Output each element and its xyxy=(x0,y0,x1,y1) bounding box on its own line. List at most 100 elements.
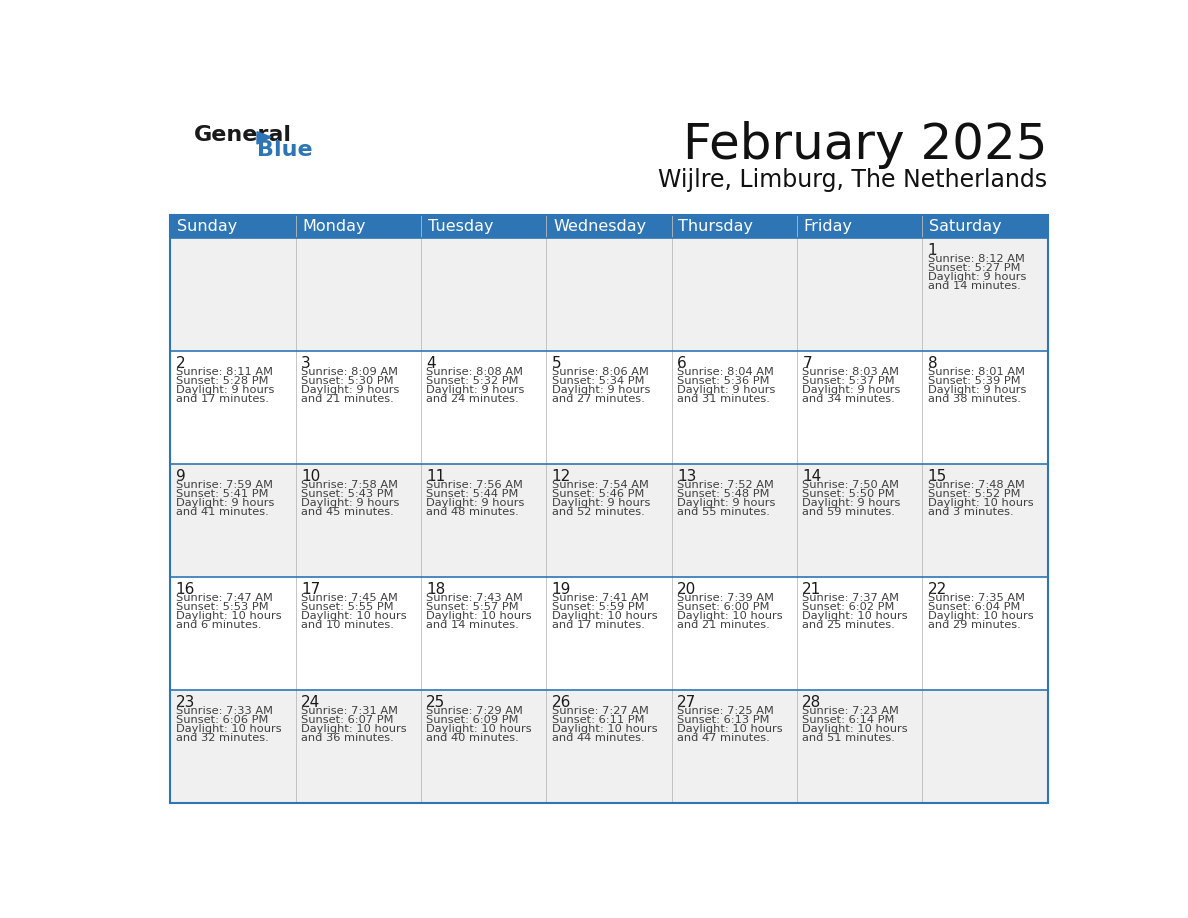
Text: 16: 16 xyxy=(176,582,195,597)
Text: Wednesday: Wednesday xyxy=(554,218,646,234)
Text: and 10 minutes.: and 10 minutes. xyxy=(301,620,394,630)
Text: 20: 20 xyxy=(677,582,696,597)
Text: Friday: Friday xyxy=(804,218,853,234)
Text: Sunset: 5:50 PM: Sunset: 5:50 PM xyxy=(802,489,895,499)
Text: 19: 19 xyxy=(551,582,571,597)
Text: Saturday: Saturday xyxy=(929,218,1001,234)
Bar xyxy=(170,577,1048,690)
Text: Sunset: 5:32 PM: Sunset: 5:32 PM xyxy=(426,376,519,386)
Text: 7: 7 xyxy=(802,355,811,371)
Text: and 14 minutes.: and 14 minutes. xyxy=(426,620,519,630)
Text: 24: 24 xyxy=(301,695,321,710)
Text: Sunset: 6:04 PM: Sunset: 6:04 PM xyxy=(928,602,1020,612)
Text: Sunrise: 8:11 AM: Sunrise: 8:11 AM xyxy=(176,367,272,377)
Text: Daylight: 9 hours: Daylight: 9 hours xyxy=(301,385,399,395)
Text: and 21 minutes.: and 21 minutes. xyxy=(677,620,770,630)
Text: Tuesday: Tuesday xyxy=(428,218,493,234)
Text: Sunset: 5:46 PM: Sunset: 5:46 PM xyxy=(551,489,644,499)
Text: Daylight: 10 hours: Daylight: 10 hours xyxy=(677,724,783,734)
Text: 9: 9 xyxy=(176,469,185,484)
Text: 5: 5 xyxy=(551,355,561,371)
Text: 12: 12 xyxy=(551,469,571,484)
Text: Sunrise: 7:48 AM: Sunrise: 7:48 AM xyxy=(928,480,1024,490)
Text: and 45 minutes.: and 45 minutes. xyxy=(301,507,393,517)
Text: Sunset: 6:02 PM: Sunset: 6:02 PM xyxy=(802,602,895,612)
Bar xyxy=(170,690,1048,803)
Text: Sunset: 5:52 PM: Sunset: 5:52 PM xyxy=(928,489,1020,499)
Text: and 14 minutes.: and 14 minutes. xyxy=(928,281,1020,291)
Text: Sunrise: 7:33 AM: Sunrise: 7:33 AM xyxy=(176,706,272,716)
Text: 8: 8 xyxy=(928,355,937,371)
Text: and 44 minutes.: and 44 minutes. xyxy=(551,733,644,743)
Text: 18: 18 xyxy=(426,582,446,597)
Text: Wijlre, Limburg, The Netherlands: Wijlre, Limburg, The Netherlands xyxy=(658,168,1048,192)
Text: Sunset: 5:37 PM: Sunset: 5:37 PM xyxy=(802,376,895,386)
Text: Daylight: 10 hours: Daylight: 10 hours xyxy=(802,724,908,734)
Text: Sunset: 5:36 PM: Sunset: 5:36 PM xyxy=(677,376,770,386)
Text: Sunset: 6:14 PM: Sunset: 6:14 PM xyxy=(802,715,895,725)
Text: and 48 minutes.: and 48 minutes. xyxy=(426,507,519,517)
Bar xyxy=(170,351,1048,465)
Text: Daylight: 9 hours: Daylight: 9 hours xyxy=(928,385,1026,395)
Text: Daylight: 10 hours: Daylight: 10 hours xyxy=(928,498,1034,508)
Text: 6: 6 xyxy=(677,355,687,371)
Text: Sunrise: 7:23 AM: Sunrise: 7:23 AM xyxy=(802,706,899,716)
Text: Sunset: 5:59 PM: Sunset: 5:59 PM xyxy=(551,602,644,612)
Text: and 17 minutes.: and 17 minutes. xyxy=(176,394,268,404)
Text: Sunset: 5:41 PM: Sunset: 5:41 PM xyxy=(176,489,268,499)
Bar xyxy=(421,215,546,238)
Text: and 52 minutes.: and 52 minutes. xyxy=(551,507,644,517)
Text: Daylight: 10 hours: Daylight: 10 hours xyxy=(928,611,1034,621)
Text: 13: 13 xyxy=(677,469,696,484)
Text: 25: 25 xyxy=(426,695,446,710)
Text: Sunset: 6:06 PM: Sunset: 6:06 PM xyxy=(176,715,268,725)
Text: Daylight: 10 hours: Daylight: 10 hours xyxy=(176,611,282,621)
Text: Sunrise: 8:08 AM: Sunrise: 8:08 AM xyxy=(426,367,523,377)
Text: 27: 27 xyxy=(677,695,696,710)
Text: Sunset: 5:48 PM: Sunset: 5:48 PM xyxy=(677,489,770,499)
Text: Sunset: 6:13 PM: Sunset: 6:13 PM xyxy=(677,715,770,725)
Text: Sunrise: 7:45 AM: Sunrise: 7:45 AM xyxy=(301,593,398,603)
Text: and 55 minutes.: and 55 minutes. xyxy=(677,507,770,517)
Text: 2: 2 xyxy=(176,355,185,371)
Text: Sunrise: 7:39 AM: Sunrise: 7:39 AM xyxy=(677,593,773,603)
Text: Daylight: 10 hours: Daylight: 10 hours xyxy=(677,611,783,621)
Text: Sunrise: 7:37 AM: Sunrise: 7:37 AM xyxy=(802,593,899,603)
Text: Sunset: 5:43 PM: Sunset: 5:43 PM xyxy=(301,489,393,499)
Text: Sunrise: 8:04 AM: Sunrise: 8:04 AM xyxy=(677,367,773,377)
Bar xyxy=(170,215,296,238)
Bar xyxy=(797,215,922,238)
Text: Sunset: 5:34 PM: Sunset: 5:34 PM xyxy=(551,376,644,386)
Text: Daylight: 9 hours: Daylight: 9 hours xyxy=(176,498,274,508)
Bar xyxy=(546,215,671,238)
Bar xyxy=(922,215,1048,238)
Text: Daylight: 9 hours: Daylight: 9 hours xyxy=(301,498,399,508)
Text: Sunrise: 8:03 AM: Sunrise: 8:03 AM xyxy=(802,367,899,377)
Text: and 38 minutes.: and 38 minutes. xyxy=(928,394,1020,404)
Text: Sunrise: 7:58 AM: Sunrise: 7:58 AM xyxy=(301,480,398,490)
Text: Sunrise: 7:41 AM: Sunrise: 7:41 AM xyxy=(551,593,649,603)
Text: Sunday: Sunday xyxy=(177,218,238,234)
Text: 14: 14 xyxy=(802,469,822,484)
Text: Sunrise: 8:09 AM: Sunrise: 8:09 AM xyxy=(301,367,398,377)
Text: Blue: Blue xyxy=(257,140,312,161)
Text: and 17 minutes.: and 17 minutes. xyxy=(551,620,644,630)
Text: 21: 21 xyxy=(802,582,822,597)
Text: Sunset: 5:27 PM: Sunset: 5:27 PM xyxy=(928,263,1020,273)
Text: Daylight: 10 hours: Daylight: 10 hours xyxy=(426,724,532,734)
Text: 15: 15 xyxy=(928,469,947,484)
Text: Sunset: 6:09 PM: Sunset: 6:09 PM xyxy=(426,715,519,725)
Bar xyxy=(170,238,1048,351)
Text: Sunrise: 7:25 AM: Sunrise: 7:25 AM xyxy=(677,706,773,716)
Text: and 25 minutes.: and 25 minutes. xyxy=(802,620,895,630)
Text: and 6 minutes.: and 6 minutes. xyxy=(176,620,261,630)
Text: Daylight: 9 hours: Daylight: 9 hours xyxy=(551,385,650,395)
Text: Sunset: 6:11 PM: Sunset: 6:11 PM xyxy=(551,715,644,725)
Text: Thursday: Thursday xyxy=(678,218,753,234)
Text: 22: 22 xyxy=(928,582,947,597)
Text: and 31 minutes.: and 31 minutes. xyxy=(677,394,770,404)
Text: and 3 minutes.: and 3 minutes. xyxy=(928,507,1013,517)
Text: Daylight: 9 hours: Daylight: 9 hours xyxy=(176,385,274,395)
Text: Sunset: 6:07 PM: Sunset: 6:07 PM xyxy=(301,715,393,725)
Text: 4: 4 xyxy=(426,355,436,371)
